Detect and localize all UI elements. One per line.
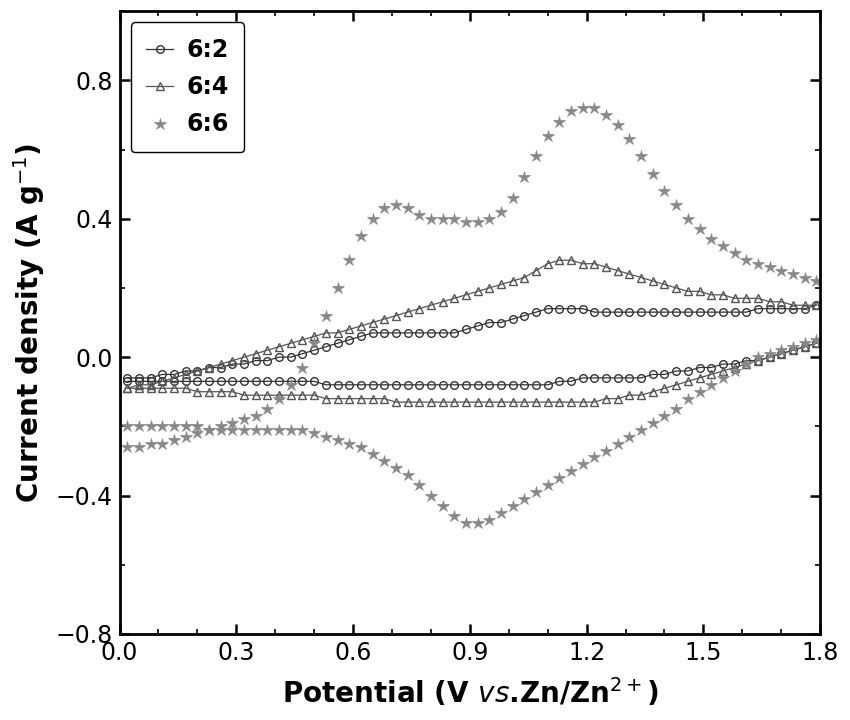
6:6 [554, 117, 564, 126]
6:2 [811, 301, 821, 310]
Y-axis label: Current density (A g$^{-1}$): Current density (A g$^{-1}$) [11, 143, 47, 503]
Line: 6:6: 6:6 [121, 102, 823, 454]
6:6 [578, 104, 588, 112]
6:6 [122, 443, 133, 451]
6:4 [320, 328, 331, 337]
6:4 [239, 353, 249, 361]
6:4 [356, 322, 366, 330]
6:6 [239, 415, 249, 424]
6:6 [356, 232, 366, 240]
6:6 [298, 363, 308, 372]
6:4 [566, 256, 576, 264]
6:4 [811, 301, 821, 310]
6:2 [122, 374, 133, 382]
6:2 [344, 336, 354, 344]
6:6 [320, 311, 331, 320]
6:4 [554, 256, 564, 264]
X-axis label: Potential (V $\it{vs}$.Zn/Zn$^{2+}$): Potential (V $\it{vs}$.Zn/Zn$^{2+}$) [281, 676, 658, 709]
Line: 6:4: 6:4 [123, 256, 820, 392]
6:6 [344, 256, 354, 264]
6:2 [320, 343, 331, 351]
6:2 [356, 332, 366, 341]
Legend: 6:2, 6:4, 6:6: 6:2, 6:4, 6:6 [131, 22, 244, 152]
6:4 [122, 384, 133, 392]
6:4 [344, 325, 354, 334]
6:4 [298, 336, 308, 344]
Line: 6:2: 6:2 [123, 302, 820, 382]
6:2 [239, 360, 249, 369]
6:6 [811, 276, 821, 285]
6:2 [298, 349, 308, 358]
6:2 [554, 305, 564, 313]
